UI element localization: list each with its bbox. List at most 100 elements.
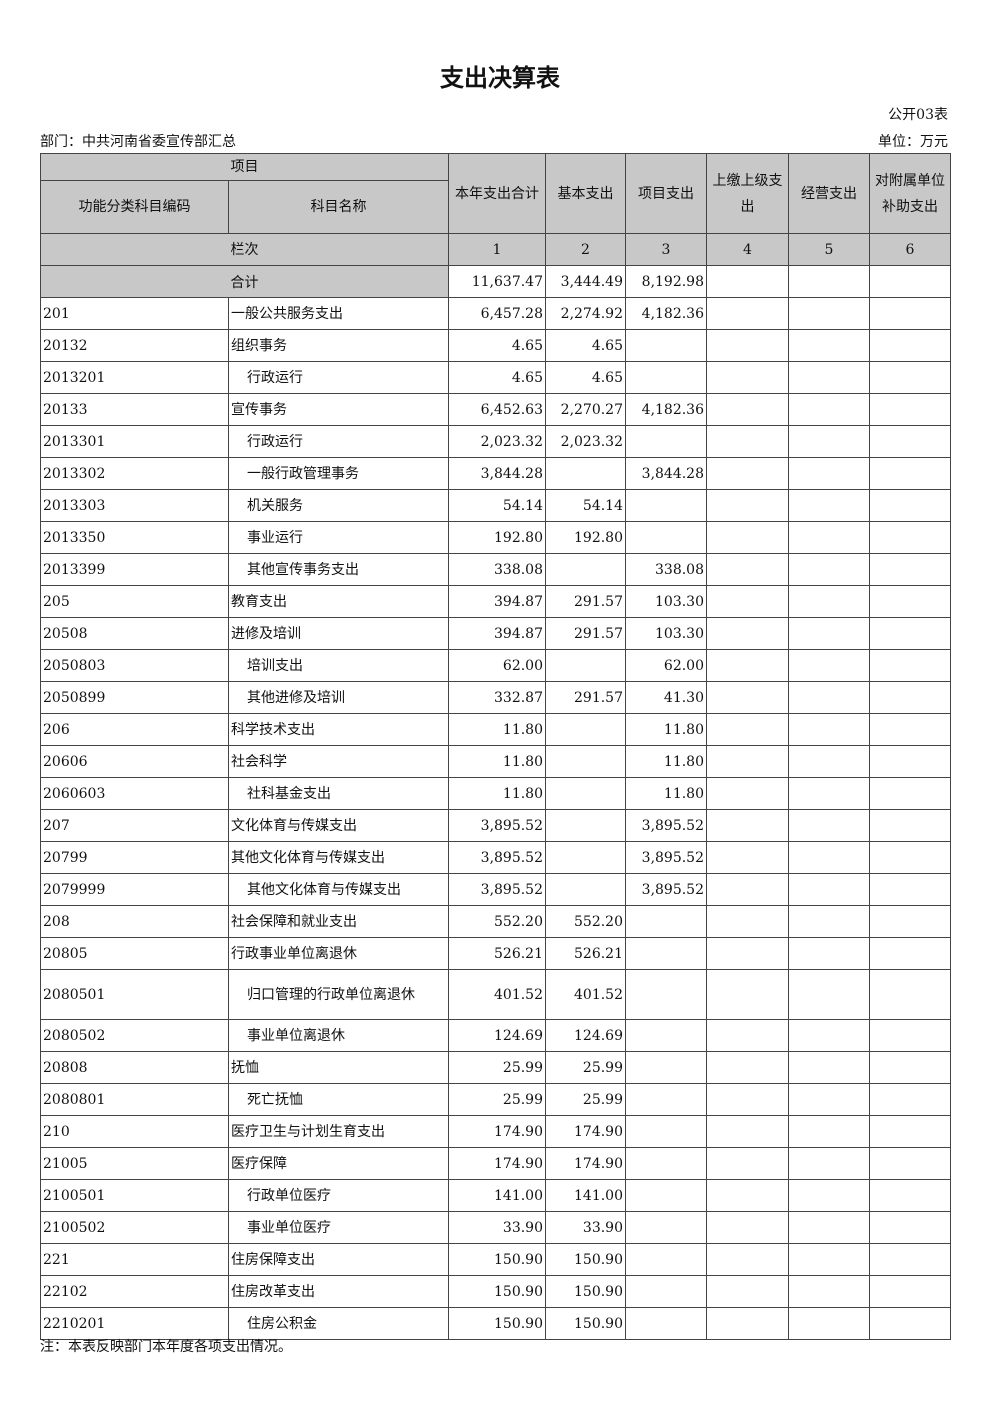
total-row: 合计 11,637.47 3,444.49 8,192.98	[40, 265, 951, 298]
cell-business	[788, 1147, 870, 1180]
cell-name: 行政运行	[228, 361, 449, 394]
cell-upper	[706, 329, 789, 362]
table-row: 201 一般公共服务支出 6,457.28 2,274.92 4,182.36	[40, 297, 951, 330]
cell-project	[625, 969, 707, 1020]
cell-upper	[706, 521, 789, 554]
table-row: 2079999 其他文化体育与传媒支出 3,895.52 3,895.52	[40, 873, 951, 906]
cell-basic: 4.65	[545, 329, 626, 362]
table-row: 2013303 机关服务 54.14 54.14	[40, 489, 951, 522]
cell-total: 54.14	[448, 489, 546, 522]
cell-code: 2050899	[40, 681, 229, 714]
cell-project	[625, 1211, 707, 1244]
table-row: 208 社会保障和就业支出 552.20 552.20	[40, 905, 951, 938]
cell-upper	[706, 1243, 789, 1276]
cell-total: 394.87	[448, 617, 546, 650]
cell-code: 21005	[40, 1147, 229, 1180]
cell-project	[625, 1275, 707, 1308]
cell-name: 事业运行	[228, 521, 449, 554]
cell-subsidy	[869, 1275, 951, 1308]
total-project: 8,192.98	[625, 265, 707, 298]
cell-name: 其他宣传事务支出	[228, 553, 449, 586]
table-row: 2080502 事业单位离退休 124.69 124.69	[40, 1019, 951, 1052]
cell-basic	[545, 777, 626, 810]
cell-business	[788, 521, 870, 554]
cell-basic	[545, 457, 626, 490]
header-project-exp: 项目支出	[625, 153, 707, 234]
table-row: 20799 其他文化体育与传媒支出 3,895.52 3,895.52	[40, 841, 951, 874]
cell-name: 事业单位医疗	[228, 1211, 449, 1244]
cell-project	[625, 1083, 707, 1116]
table-row: 206 科学技术支出 11.80 11.80	[40, 713, 951, 746]
table-row: 2100502 事业单位医疗 33.90 33.90	[40, 1211, 951, 1244]
cell-name: 行政运行	[228, 425, 449, 458]
cell-total: 6,452.63	[448, 393, 546, 426]
cell-business	[788, 1211, 870, 1244]
cell-total: 2,023.32	[448, 425, 546, 458]
cell-upper	[706, 297, 789, 330]
cell-total: 4.65	[448, 329, 546, 362]
cell-code: 208	[40, 905, 229, 938]
cell-business	[788, 1243, 870, 1276]
cell-business	[788, 585, 870, 618]
cell-basic	[545, 649, 626, 682]
total-sum: 11,637.47	[448, 265, 546, 298]
cell-project: 3,895.52	[625, 841, 707, 874]
cell-code: 20133	[40, 393, 229, 426]
cell-upper	[706, 489, 789, 522]
cell-basic: 150.90	[545, 1307, 626, 1340]
cell-total: 394.87	[448, 585, 546, 618]
cell-project	[625, 1147, 707, 1180]
cell-upper	[706, 1275, 789, 1308]
cell-basic: 401.52	[545, 969, 626, 1020]
cell-project: 11.80	[625, 777, 707, 810]
cell-subsidy	[869, 425, 951, 458]
cell-basic: 150.90	[545, 1243, 626, 1276]
cell-subsidy	[869, 1179, 951, 1212]
cell-name: 教育支出	[228, 585, 449, 618]
cell-subsidy	[869, 457, 951, 490]
cell-name: 住房公积金	[228, 1307, 449, 1340]
cell-total: 150.90	[448, 1275, 546, 1308]
unit-label: 单位：万元	[878, 134, 948, 150]
header-upper: 上缴上级支出	[706, 153, 789, 234]
header-code: 功能分类科目编码	[40, 180, 229, 234]
table-row: 2060603 社科基金支出 11.80 11.80	[40, 777, 951, 810]
cell-subsidy	[869, 777, 951, 810]
header-basic: 基本支出	[545, 153, 626, 234]
cell-subsidy	[869, 521, 951, 554]
header-total: 本年支出合计	[448, 153, 546, 234]
cell-total: 25.99	[448, 1051, 546, 1084]
cell-total: 3,895.52	[448, 809, 546, 842]
cell-total: 6,457.28	[448, 297, 546, 330]
cell-upper	[706, 553, 789, 586]
cell-project	[625, 1307, 707, 1340]
cell-name: 文化体育与传媒支出	[228, 809, 449, 842]
cell-upper	[706, 1179, 789, 1212]
cell-upper	[706, 841, 789, 874]
cell-business	[788, 617, 870, 650]
cell-total: 33.90	[448, 1211, 546, 1244]
cell-project: 338.08	[625, 553, 707, 586]
col-index-4: 4	[706, 233, 789, 266]
cell-upper	[706, 681, 789, 714]
cell-upper	[706, 1019, 789, 1052]
cell-total: 3,895.52	[448, 873, 546, 906]
total-label: 合计	[40, 265, 449, 298]
cell-total: 332.87	[448, 681, 546, 714]
cell-business	[788, 969, 870, 1020]
cell-basic: 291.57	[545, 585, 626, 618]
cell-subsidy	[869, 745, 951, 778]
cell-total: 150.90	[448, 1307, 546, 1340]
cell-basic: 25.99	[545, 1051, 626, 1084]
cell-upper	[706, 777, 789, 810]
cell-subsidy	[869, 329, 951, 362]
cell-project	[625, 937, 707, 970]
cell-business	[788, 745, 870, 778]
cell-business	[788, 713, 870, 746]
table-row: 2013301 行政运行 2,023.32 2,023.32	[40, 425, 951, 458]
cell-total: 552.20	[448, 905, 546, 938]
cell-subsidy	[869, 937, 951, 970]
cell-business	[788, 361, 870, 394]
cell-business	[788, 905, 870, 938]
